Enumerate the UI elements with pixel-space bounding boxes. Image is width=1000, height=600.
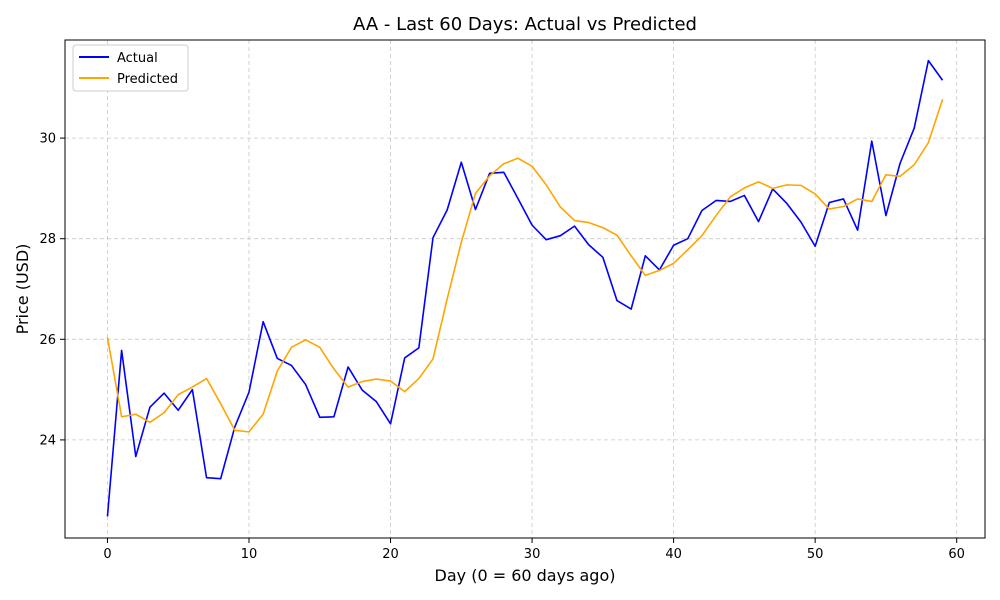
- legend-label-actual: Actual: [117, 51, 158, 66]
- y-tick-label: 30: [39, 132, 56, 147]
- series-line-predicted: [106, 99, 944, 433]
- grid: [65, 40, 985, 538]
- x-axis-label: Day (0 = 60 days ago): [435, 566, 616, 585]
- x-tick-label: 20: [382, 547, 399, 562]
- x-tick-label: 60: [948, 547, 965, 562]
- chart-title: AA - Last 60 Days: Actual vs Predicted: [353, 14, 697, 35]
- axis-ticks: 0 10 20 30 40 50 60 24 26 28 30: [39, 132, 965, 562]
- y-tick-label: 28: [39, 232, 56, 247]
- y-axis-label: Price (USD): [13, 244, 32, 335]
- y-tick-label: 26: [39, 333, 56, 348]
- legend: Actual Predicted: [72, 44, 189, 92]
- x-tick-label: 40: [665, 547, 682, 562]
- x-tick-label: 0: [103, 547, 111, 562]
- x-tick-label: 10: [241, 547, 258, 562]
- legend-label-predicted: Predicted: [117, 72, 178, 87]
- series-lines: [106, 59, 944, 517]
- x-tick-label: 50: [807, 547, 824, 562]
- x-tick-label: 30: [524, 547, 541, 562]
- plot-area-frame: [64, 39, 986, 539]
- series-line-actual: [106, 59, 944, 517]
- y-tick-label: 24: [39, 433, 56, 448]
